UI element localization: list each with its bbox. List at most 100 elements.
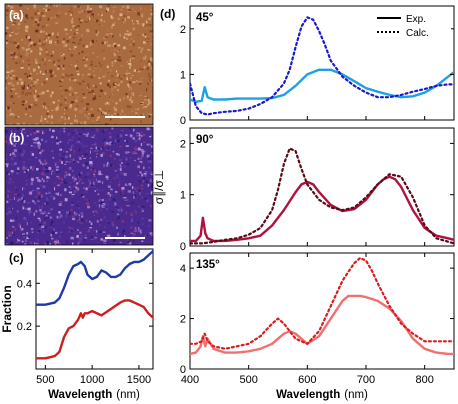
texture-grain: [70, 7, 73, 10]
texture-grain: [86, 219, 88, 222]
chart-d-90-yticks: 012: [180, 138, 454, 253]
texture-grain: [120, 165, 122, 168]
chart-d-135-frame: [189, 252, 455, 370]
texture-grain: [40, 52, 43, 56]
texture-grain: [140, 231, 142, 234]
texture-grain: [141, 103, 144, 108]
texture-grain: [5, 32, 8, 35]
texture-grain: [34, 202, 37, 204]
texture-grain: [114, 170, 117, 172]
texture-grain: [142, 133, 146, 137]
texture-grain: [136, 70, 138, 72]
texture-grain: [93, 74, 96, 77]
texture-grain: [74, 26, 77, 29]
texture-grain: [49, 216, 52, 219]
texture-grain: [33, 94, 37, 98]
texture-grain: [93, 229, 95, 231]
texture-grain: [140, 77, 143, 80]
texture-grain: [38, 205, 40, 209]
texture-grain: [33, 90, 35, 93]
texture-grain: [45, 32, 48, 36]
texture-grain: [45, 214, 48, 217]
texture-grain: [27, 202, 31, 204]
texture-grain: [20, 55, 23, 58]
texture-grain: [23, 171, 26, 173]
texture-grain: [142, 23, 145, 27]
texture-grain: [104, 140, 107, 144]
series-line-d2-dotted: [190, 147, 454, 245]
texture-grain: [87, 132, 89, 135]
texture-grain: [65, 113, 67, 116]
texture-grain: [106, 234, 110, 237]
texture-grain: [113, 158, 117, 160]
texture-grain: [35, 61, 38, 64]
texture-grain: [83, 133, 86, 135]
texture-grain: [126, 184, 128, 186]
texture-grain: [50, 74, 53, 78]
chart-d-45: 012 45° Exp. Calc.: [180, 5, 455, 127]
texture-grain: [69, 230, 71, 233]
texture-grain: [112, 243, 114, 245]
texture-grain: [116, 226, 118, 229]
texture-grain: [40, 153, 42, 157]
texture-grain: [81, 25, 85, 27]
texture-grain: [149, 128, 151, 130]
texture-grain: [56, 136, 58, 140]
texture-grain: [86, 229, 89, 232]
texture-grain: [28, 84, 29, 87]
texture-grain: [14, 142, 17, 144]
texture-grain: [71, 195, 74, 198]
texture-grain: [60, 159, 62, 162]
texture-grain: [49, 69, 53, 73]
texture-grain: [149, 135, 152, 138]
texture-grain: [6, 177, 9, 180]
texture-grain: [14, 69, 16, 72]
texture-grain: [7, 194, 9, 198]
texture-grain: [58, 147, 61, 150]
texture-grain: [68, 48, 71, 50]
texture-grain: [72, 158, 75, 162]
texture-grain: [67, 133, 70, 136]
texture-grain: [109, 193, 111, 197]
texture-grain: [114, 6, 117, 8]
texture-grain: [12, 135, 15, 138]
texture-grain: [117, 59, 120, 61]
texture-grain: [10, 77, 14, 80]
texture-grain: [135, 149, 137, 151]
texture-grain: [23, 122, 25, 125]
texture-grain: [39, 151, 42, 155]
texture-grain: [10, 241, 14, 245]
texture-grain: [86, 15, 89, 19]
texture-grain: [22, 47, 25, 51]
texture-grain: [23, 161, 26, 164]
texture-grain: [48, 191, 51, 194]
texture-grain: [9, 123, 12, 125]
texture-grain: [64, 170, 68, 174]
texture-grain: [130, 99, 134, 104]
texture-grain: [78, 214, 80, 217]
texture-grain: [108, 147, 110, 150]
texture-grain: [144, 55, 147, 58]
texture-grain: [69, 148, 73, 151]
texture-grain: [70, 203, 74, 206]
texture-grain: [39, 19, 42, 21]
texture-grain: [20, 65, 24, 68]
texture-grain: [44, 243, 48, 245]
texture-grain: [18, 223, 21, 226]
texture-grain: [38, 149, 40, 153]
texture-grain: [139, 180, 142, 183]
texture-grain: [76, 32, 79, 34]
texture-grain: [150, 185, 153, 189]
x-tick-label: 500: [36, 374, 54, 386]
texture-grain: [137, 108, 140, 111]
texture-grain: [105, 33, 109, 36]
texture-grain: [100, 208, 102, 211]
x-tick-label: 600: [298, 374, 316, 386]
texture-grain: [64, 132, 66, 134]
texture-grain: [98, 95, 101, 97]
texture-grain: [93, 181, 95, 185]
texture-grain: [31, 168, 34, 171]
texture-grain: [78, 217, 81, 221]
texture-grain: [102, 203, 106, 205]
texture-grain: [130, 135, 133, 137]
